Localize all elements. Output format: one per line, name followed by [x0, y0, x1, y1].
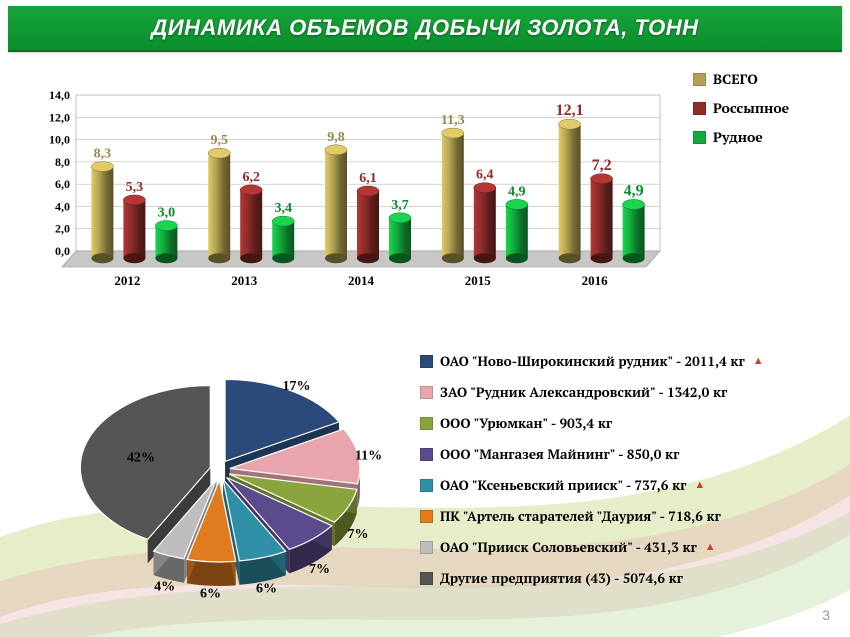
svg-text:7%: 7%: [309, 562, 330, 577]
bar-legend-item: Рудное: [693, 128, 843, 147]
svg-text:12,1: 12,1: [556, 102, 584, 119]
legend-swatch: [420, 510, 433, 523]
svg-text:4,9: 4,9: [624, 182, 644, 199]
legend-swatch: [420, 417, 433, 430]
svg-text:7%: 7%: [348, 527, 369, 542]
svg-text:2013: 2013: [231, 273, 258, 288]
svg-text:3,0: 3,0: [158, 206, 176, 221]
pie-legend-item: ООО "Мангазея Майнинг" - 850,0 кг: [420, 445, 840, 463]
svg-text:6,1: 6,1: [359, 171, 377, 186]
legend-label: ВСЕГО: [713, 70, 758, 89]
legend-label: ООО "Урюмкан" - 903,4 кг: [440, 414, 612, 432]
svg-text:3,4: 3,4: [274, 201, 292, 216]
legend-swatch: [420, 448, 433, 461]
svg-text:6%: 6%: [256, 582, 277, 597]
pie-legend-item: Другие предприятия (43) - 5074,6 кг: [420, 569, 840, 587]
pie-legend-item: ОАО "Ксеньевский прииск" - 737,6 кг ▲: [420, 476, 840, 494]
legend-swatch: [693, 131, 706, 144]
svg-text:4,0: 4,0: [55, 199, 70, 213]
legend-swatch: [420, 386, 433, 399]
svg-text:9,8: 9,8: [327, 130, 345, 145]
svg-text:11,3: 11,3: [441, 113, 465, 128]
title-bar: ДИНАМИКА ОБЪЕМОВ ДОБЫЧИ ЗОЛОТА, ТОНН: [8, 6, 842, 52]
legend-swatch: [693, 73, 706, 86]
page-title: ДИНАМИКА ОБЪЕМОВ ДОБЫЧИ ЗОЛОТА, ТОНН: [8, 6, 842, 50]
svg-text:2012: 2012: [114, 273, 140, 288]
pie-legend-item: ОАО "Прииск Соловьевский" - 431,3 кг ▲: [420, 538, 840, 556]
pie-legend-item: ООО "Урюмкан" - 903,4 кг: [420, 414, 840, 432]
svg-text:4%: 4%: [154, 580, 175, 595]
trend-up-icon: ▲: [694, 480, 705, 491]
svg-text:7,2: 7,2: [592, 157, 612, 174]
svg-text:12,0: 12,0: [49, 110, 70, 124]
pie-chart-legend: ОАО "Ново-Широкинский рудник" - 2011,4 к…: [420, 352, 840, 600]
svg-text:11%: 11%: [355, 449, 382, 464]
svg-text:4,9: 4,9: [508, 184, 526, 199]
pie-chart: 17% 11% 7% 7% 6% 6% 4% 42%: [20, 330, 430, 620]
svg-text:6,0: 6,0: [55, 177, 70, 191]
svg-text:8,0: 8,0: [55, 155, 70, 169]
legend-label: ОАО "Ново-Широкинский рудник" - 2011,4 к…: [440, 352, 745, 370]
pie-legend-item: ОАО "Ново-Широкинский рудник" - 2011,4 к…: [420, 352, 840, 370]
trend-up-icon: ▲: [753, 356, 764, 367]
legend-label: Рудное: [713, 128, 763, 147]
svg-text:14,0: 14,0: [49, 88, 70, 102]
bar-chart-legend: ВСЕГО Россыпное Рудное: [693, 70, 843, 157]
legend-swatch: [420, 541, 433, 554]
svg-text:9,5: 9,5: [210, 133, 228, 148]
svg-text:3,7: 3,7: [391, 198, 409, 213]
legend-swatch: [420, 572, 433, 585]
svg-text:2016: 2016: [582, 273, 609, 288]
svg-text:2,0: 2,0: [55, 222, 70, 236]
svg-text:2014: 2014: [348, 273, 375, 288]
svg-text:10,0: 10,0: [49, 133, 70, 147]
legend-label: ОАО "Ксеньевский прииск" - 737,6 кг: [440, 476, 686, 494]
legend-label: ООО "Мангазея Майнинг" - 850,0 кг: [440, 445, 679, 463]
bar-legend-item: Россыпное: [693, 99, 843, 118]
legend-label: ПК "Артель старателей "Даурия" - 718,6 к…: [440, 507, 721, 525]
svg-text:6%: 6%: [200, 586, 221, 601]
legend-label: Россыпное: [713, 99, 789, 118]
svg-text:6,2: 6,2: [242, 170, 260, 185]
legend-label: Другие предприятия (43) - 5074,6 кг: [440, 569, 683, 587]
svg-text:8,3: 8,3: [94, 147, 112, 162]
svg-text:5,3: 5,3: [126, 180, 143, 195]
legend-swatch: [420, 355, 433, 368]
trend-up-icon: ▲: [705, 542, 716, 553]
svg-text:2015: 2015: [465, 273, 492, 288]
legend-swatch: [693, 102, 706, 115]
svg-text:0,0: 0,0: [55, 244, 70, 258]
bar-chart: 0,0 2,0 4,0 6,0 8,0 10,0 12,0 14,0 8,3 5,3 3,0 2012…: [30, 70, 670, 300]
bar-legend-item: ВСЕГО: [693, 70, 843, 89]
pie-legend-item: ПК "Артель старателей "Даурия" - 718,6 к…: [420, 507, 840, 525]
page-number: 3: [822, 607, 830, 623]
svg-text:42%: 42%: [127, 450, 155, 465]
legend-swatch: [420, 479, 433, 492]
pie-legend-item: ЗАО "Рудник Александровский" - 1342,0 кг: [420, 383, 840, 401]
svg-text:6,4: 6,4: [476, 168, 494, 183]
svg-text:17%: 17%: [283, 379, 311, 394]
legend-label: ОАО "Прииск Соловьевский" - 431,3 кг: [440, 538, 697, 556]
legend-label: ЗАО "Рудник Александровский" - 1342,0 кг: [440, 383, 727, 401]
